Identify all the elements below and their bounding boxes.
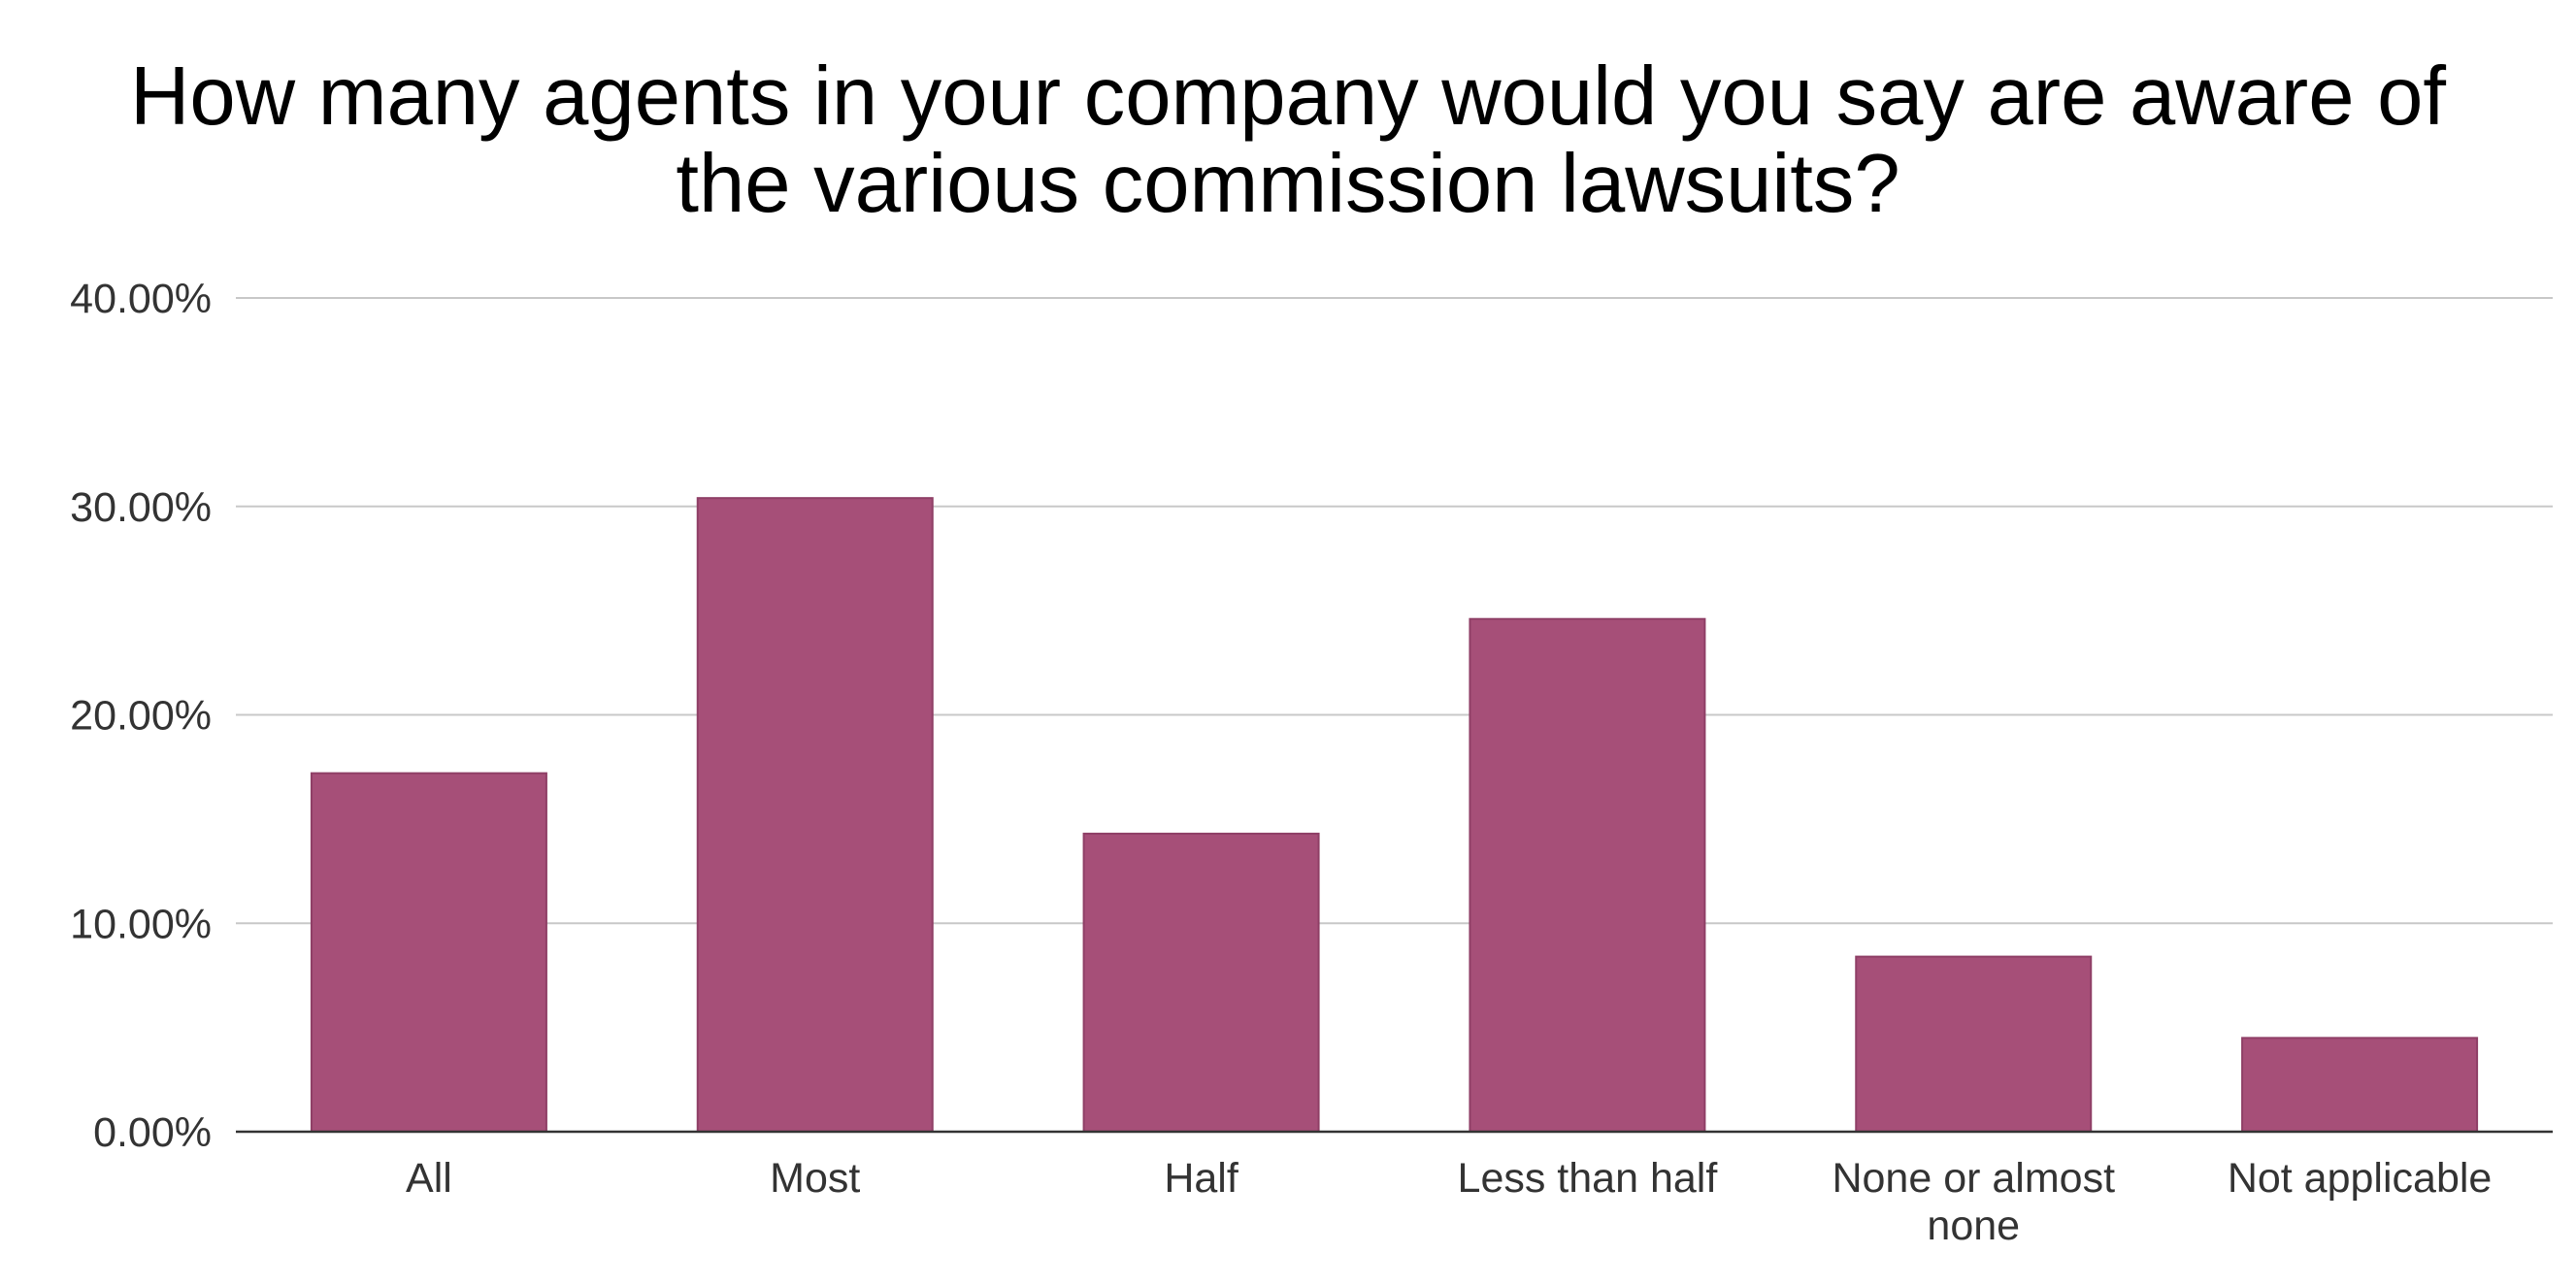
bar-not-applicable [2241,1037,2479,1134]
chart-title-line-2: the various commission lawsuits? [676,138,1899,230]
bar-half [1082,832,1320,1133]
x-category-label: None or almost none [1832,1155,2115,1249]
gridlines [236,297,2553,925]
chart-title: How many agents in your company would yo… [130,50,2446,230]
y-tick-label: 40.00% [70,276,212,322]
x-category-label: Half [1164,1155,1239,1202]
bars [310,497,2479,1134]
chart-title-line-1: How many agents in your company would yo… [130,50,2446,143]
x-category-label: Not applicable [2228,1155,2493,1202]
y-tick-label: 30.00% [70,484,212,531]
bar-all [310,772,547,1133]
x-category-label: All [406,1155,452,1202]
x-category-label: Most [770,1155,860,1202]
y-tick-label: 20.00% [70,693,212,740]
bar-less-than-half [1469,617,1706,1133]
x-category-label: Less than half [1458,1155,1719,1202]
x-axis-category-labels: All Most Half Less than half None or almost n… [406,1155,2492,1249]
y-tick-label: 10.00% [70,901,212,947]
y-tick-label: 0.00% [93,1109,212,1156]
bar-most [696,497,934,1133]
y-axis-tick-labels: 0.00% 10.00% 20.00% 30.00% 40.00% [70,276,212,1156]
bar-none-or-almost-none [1855,955,2093,1133]
